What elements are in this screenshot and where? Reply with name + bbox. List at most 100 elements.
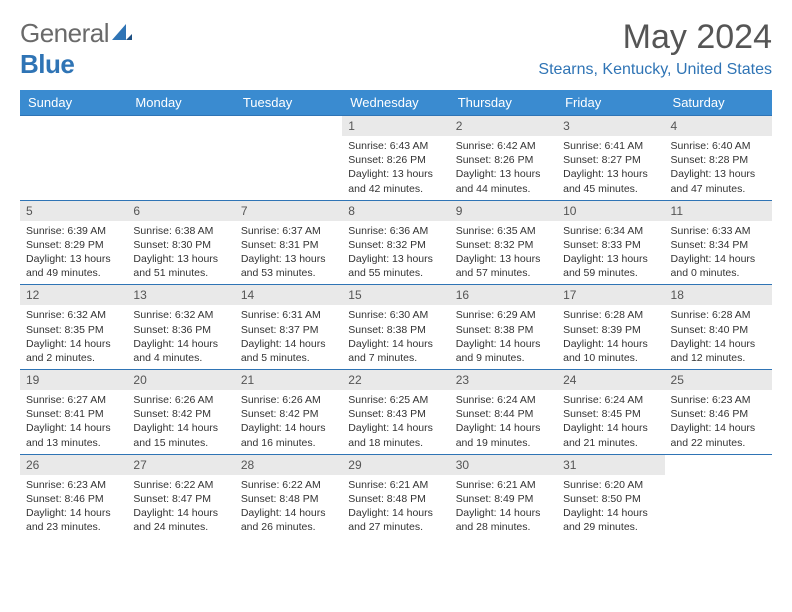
weekday-header: Tuesday <box>235 90 342 116</box>
calendar-table: SundayMondayTuesdayWednesdayThursdayFrid… <box>20 90 772 538</box>
day-details: Sunrise: 6:20 AMSunset: 8:50 PMDaylight:… <box>557 475 664 539</box>
day-details: Sunrise: 6:41 AMSunset: 8:27 PMDaylight:… <box>557 136 664 200</box>
day-details: Sunrise: 6:39 AMSunset: 8:29 PMDaylight:… <box>20 221 127 285</box>
calendar-row: 1Sunrise: 6:43 AMSunset: 8:26 PMDaylight… <box>20 116 772 201</box>
calendar-cell: 30Sunrise: 6:21 AMSunset: 8:49 PMDayligh… <box>450 454 557 538</box>
calendar-cell: 29Sunrise: 6:21 AMSunset: 8:48 PMDayligh… <box>342 454 449 538</box>
weekday-header: Wednesday <box>342 90 449 116</box>
day-details: Sunrise: 6:32 AMSunset: 8:36 PMDaylight:… <box>127 305 234 369</box>
day-details: Sunrise: 6:37 AMSunset: 8:31 PMDaylight:… <box>235 221 342 285</box>
day-details: Sunrise: 6:21 AMSunset: 8:49 PMDaylight:… <box>450 475 557 539</box>
calendar-cell: 9Sunrise: 6:35 AMSunset: 8:32 PMDaylight… <box>450 200 557 285</box>
day-number: 25 <box>665 370 772 390</box>
calendar-cell: 19Sunrise: 6:27 AMSunset: 8:41 PMDayligh… <box>20 370 127 455</box>
location: Stearns, Kentucky, United States <box>538 61 772 79</box>
calendar-cell <box>235 116 342 201</box>
day-number: 1 <box>342 116 449 136</box>
calendar-cell: 25Sunrise: 6:23 AMSunset: 8:46 PMDayligh… <box>665 370 772 455</box>
calendar-cell <box>20 116 127 201</box>
day-details: Sunrise: 6:23 AMSunset: 8:46 PMDaylight:… <box>20 475 127 539</box>
calendar-cell: 17Sunrise: 6:28 AMSunset: 8:39 PMDayligh… <box>557 285 664 370</box>
day-details: Sunrise: 6:24 AMSunset: 8:44 PMDaylight:… <box>450 390 557 454</box>
calendar-cell: 22Sunrise: 6:25 AMSunset: 8:43 PMDayligh… <box>342 370 449 455</box>
calendar-cell: 21Sunrise: 6:26 AMSunset: 8:42 PMDayligh… <box>235 370 342 455</box>
day-number: 26 <box>20 455 127 475</box>
day-details: Sunrise: 6:26 AMSunset: 8:42 PMDaylight:… <box>235 390 342 454</box>
day-number: 23 <box>450 370 557 390</box>
brand-part1: General <box>20 18 109 48</box>
weekday-header: Saturday <box>665 90 772 116</box>
day-details: Sunrise: 6:42 AMSunset: 8:26 PMDaylight:… <box>450 136 557 200</box>
weekday-header: Friday <box>557 90 664 116</box>
calendar-cell: 28Sunrise: 6:22 AMSunset: 8:48 PMDayligh… <box>235 454 342 538</box>
day-details: Sunrise: 6:22 AMSunset: 8:48 PMDaylight:… <box>235 475 342 539</box>
calendar-cell: 6Sunrise: 6:38 AMSunset: 8:30 PMDaylight… <box>127 200 234 285</box>
day-details: Sunrise: 6:26 AMSunset: 8:42 PMDaylight:… <box>127 390 234 454</box>
calendar-row: 26Sunrise: 6:23 AMSunset: 8:46 PMDayligh… <box>20 454 772 538</box>
calendar-row: 12Sunrise: 6:32 AMSunset: 8:35 PMDayligh… <box>20 285 772 370</box>
header: GeneralBlue May 2024 Stearns, Kentucky, … <box>20 18 772 80</box>
day-number: 20 <box>127 370 234 390</box>
calendar-row: 19Sunrise: 6:27 AMSunset: 8:41 PMDayligh… <box>20 370 772 455</box>
day-details: Sunrise: 6:24 AMSunset: 8:45 PMDaylight:… <box>557 390 664 454</box>
day-number: 15 <box>342 285 449 305</box>
day-details: Sunrise: 6:34 AMSunset: 8:33 PMDaylight:… <box>557 221 664 285</box>
calendar-cell: 31Sunrise: 6:20 AMSunset: 8:50 PMDayligh… <box>557 454 664 538</box>
calendar-cell: 16Sunrise: 6:29 AMSunset: 8:38 PMDayligh… <box>450 285 557 370</box>
day-number: 24 <box>557 370 664 390</box>
day-details: Sunrise: 6:43 AMSunset: 8:26 PMDaylight:… <box>342 136 449 200</box>
calendar-cell: 4Sunrise: 6:40 AMSunset: 8:28 PMDaylight… <box>665 116 772 201</box>
calendar-cell: 8Sunrise: 6:36 AMSunset: 8:32 PMDaylight… <box>342 200 449 285</box>
day-number: 28 <box>235 455 342 475</box>
day-details: Sunrise: 6:22 AMSunset: 8:47 PMDaylight:… <box>127 475 234 539</box>
day-number: 17 <box>557 285 664 305</box>
day-number: 6 <box>127 201 234 221</box>
day-number: 14 <box>235 285 342 305</box>
day-number: 31 <box>557 455 664 475</box>
day-number: 29 <box>342 455 449 475</box>
calendar-cell: 1Sunrise: 6:43 AMSunset: 8:26 PMDaylight… <box>342 116 449 201</box>
day-number: 19 <box>20 370 127 390</box>
day-details: Sunrise: 6:28 AMSunset: 8:39 PMDaylight:… <box>557 305 664 369</box>
calendar-cell: 2Sunrise: 6:42 AMSunset: 8:26 PMDaylight… <box>450 116 557 201</box>
day-details: Sunrise: 6:30 AMSunset: 8:38 PMDaylight:… <box>342 305 449 369</box>
calendar-cell: 26Sunrise: 6:23 AMSunset: 8:46 PMDayligh… <box>20 454 127 538</box>
calendar-cell: 24Sunrise: 6:24 AMSunset: 8:45 PMDayligh… <box>557 370 664 455</box>
day-number: 27 <box>127 455 234 475</box>
calendar-cell: 18Sunrise: 6:28 AMSunset: 8:40 PMDayligh… <box>665 285 772 370</box>
day-number: 3 <box>557 116 664 136</box>
calendar-cell: 12Sunrise: 6:32 AMSunset: 8:35 PMDayligh… <box>20 285 127 370</box>
calendar-row: 5Sunrise: 6:39 AMSunset: 8:29 PMDaylight… <box>20 200 772 285</box>
weekday-header: Monday <box>127 90 234 116</box>
day-number: 4 <box>665 116 772 136</box>
day-details: Sunrise: 6:31 AMSunset: 8:37 PMDaylight:… <box>235 305 342 369</box>
day-details: Sunrise: 6:29 AMSunset: 8:38 PMDaylight:… <box>450 305 557 369</box>
day-details: Sunrise: 6:33 AMSunset: 8:34 PMDaylight:… <box>665 221 772 285</box>
day-number: 18 <box>665 285 772 305</box>
day-number: 7 <box>235 201 342 221</box>
day-number: 22 <box>342 370 449 390</box>
calendar-cell: 14Sunrise: 6:31 AMSunset: 8:37 PMDayligh… <box>235 285 342 370</box>
calendar-cell: 3Sunrise: 6:41 AMSunset: 8:27 PMDaylight… <box>557 116 664 201</box>
calendar-cell: 20Sunrise: 6:26 AMSunset: 8:42 PMDayligh… <box>127 370 234 455</box>
brand-logo: GeneralBlue <box>20 18 132 80</box>
title-block: May 2024 Stearns, Kentucky, United State… <box>538 18 772 79</box>
day-number: 10 <box>557 201 664 221</box>
brand-part2: Blue <box>20 49 132 80</box>
calendar-cell <box>665 454 772 538</box>
calendar-cell <box>127 116 234 201</box>
sail-icon <box>112 18 132 49</box>
day-details: Sunrise: 6:27 AMSunset: 8:41 PMDaylight:… <box>20 390 127 454</box>
day-number: 16 <box>450 285 557 305</box>
day-details: Sunrise: 6:25 AMSunset: 8:43 PMDaylight:… <box>342 390 449 454</box>
calendar-body: 1Sunrise: 6:43 AMSunset: 8:26 PMDaylight… <box>20 116 772 539</box>
day-details: Sunrise: 6:21 AMSunset: 8:48 PMDaylight:… <box>342 475 449 539</box>
calendar-cell: 5Sunrise: 6:39 AMSunset: 8:29 PMDaylight… <box>20 200 127 285</box>
day-number: 12 <box>20 285 127 305</box>
calendar-head: SundayMondayTuesdayWednesdayThursdayFrid… <box>20 90 772 116</box>
day-number: 21 <box>235 370 342 390</box>
day-details: Sunrise: 6:40 AMSunset: 8:28 PMDaylight:… <box>665 136 772 200</box>
day-details: Sunrise: 6:35 AMSunset: 8:32 PMDaylight:… <box>450 221 557 285</box>
calendar-cell: 7Sunrise: 6:37 AMSunset: 8:31 PMDaylight… <box>235 200 342 285</box>
calendar-cell: 11Sunrise: 6:33 AMSunset: 8:34 PMDayligh… <box>665 200 772 285</box>
